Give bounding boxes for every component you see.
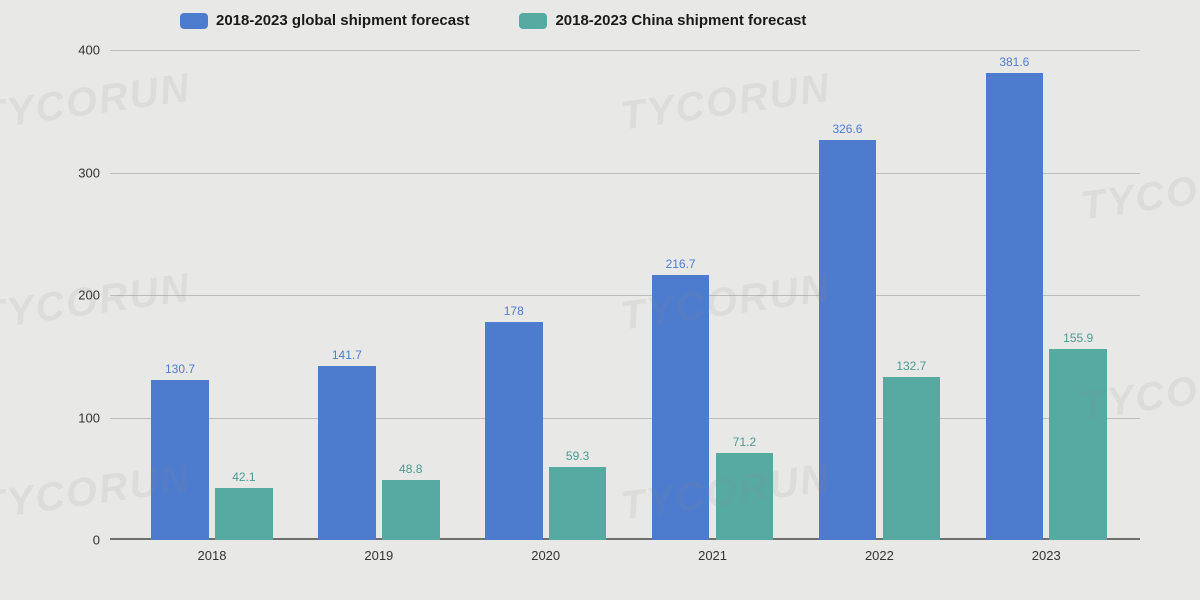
y-tick-label: 300 bbox=[78, 165, 100, 180]
legend-label-global: 2018-2023 global shipment forecast bbox=[216, 12, 469, 29]
bar-value-label: 59.3 bbox=[566, 449, 589, 463]
bar-global: 381.6 bbox=[986, 73, 1044, 540]
x-tick-label: 2019 bbox=[364, 548, 393, 563]
bar-value-label: 155.9 bbox=[1063, 331, 1093, 345]
legend-item-global: 2018-2023 global shipment forecast bbox=[180, 12, 469, 29]
bar-china: 71.2 bbox=[716, 453, 774, 540]
bar-china: 48.8 bbox=[382, 480, 440, 540]
bar-value-label: 71.2 bbox=[733, 435, 756, 449]
bar-value-label: 132.7 bbox=[896, 359, 926, 373]
bar-china: 132.7 bbox=[883, 377, 941, 540]
y-tick-label: 100 bbox=[78, 410, 100, 425]
x-tick-label: 2018 bbox=[198, 548, 227, 563]
legend: 2018-2023 global shipment forecast 2018-… bbox=[180, 12, 806, 29]
bar-value-label: 326.6 bbox=[832, 122, 862, 136]
x-tick-label: 2021 bbox=[698, 548, 727, 563]
x-tick-label: 2023 bbox=[1032, 548, 1061, 563]
bar-global: 130.7 bbox=[151, 380, 209, 540]
bar-value-label: 381.6 bbox=[999, 55, 1029, 69]
x-tick-label: 2022 bbox=[865, 548, 894, 563]
bar-global: 141.7 bbox=[318, 366, 376, 540]
bar-china: 155.9 bbox=[1049, 349, 1107, 540]
legend-item-china: 2018-2023 China shipment forecast bbox=[519, 12, 806, 29]
bar-value-label: 130.7 bbox=[165, 362, 195, 376]
bar-value-label: 178 bbox=[504, 304, 524, 318]
bar-china: 42.1 bbox=[215, 488, 273, 540]
chart-page: 2018-2023 global shipment forecast 2018-… bbox=[0, 0, 1200, 600]
bar-china: 59.3 bbox=[549, 467, 607, 540]
y-tick-label: 400 bbox=[78, 43, 100, 58]
x-tick-label: 2020 bbox=[531, 548, 560, 563]
bar-global: 326.6 bbox=[819, 140, 877, 540]
bar-value-label: 141.7 bbox=[332, 348, 362, 362]
bar-global: 216.7 bbox=[652, 275, 710, 540]
bar-chart: 0100200300400130.742.12018141.748.820191… bbox=[110, 50, 1140, 540]
legend-label-china: 2018-2023 China shipment forecast bbox=[555, 12, 806, 29]
bar-value-label: 42.1 bbox=[232, 470, 255, 484]
bar-global: 178 bbox=[485, 322, 543, 540]
y-tick-label: 0 bbox=[93, 533, 100, 548]
bar-value-label: 216.7 bbox=[666, 257, 696, 271]
y-tick-label: 200 bbox=[78, 288, 100, 303]
bar-value-label: 48.8 bbox=[399, 462, 422, 476]
legend-swatch-global bbox=[180, 13, 208, 29]
gridline bbox=[110, 50, 1140, 51]
legend-swatch-china bbox=[519, 13, 547, 29]
